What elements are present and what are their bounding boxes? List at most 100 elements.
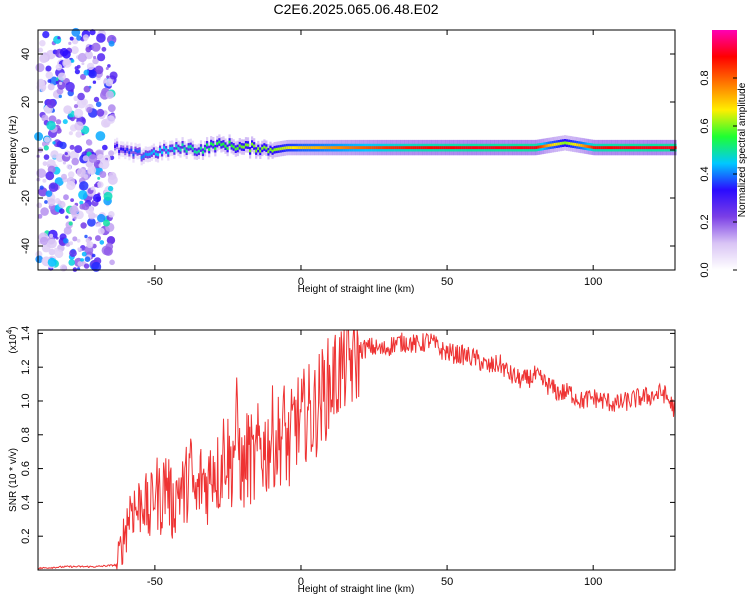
ridge-core [156, 153, 160, 157]
ridge-core [666, 146, 669, 150]
noise-cell [72, 236, 78, 242]
ridge-core [146, 153, 149, 157]
noise-cell [63, 194, 69, 201]
ridge-core [420, 146, 423, 150]
noise-cell [42, 161, 48, 167]
noise-cell [34, 132, 44, 141]
noise-cell [70, 46, 79, 55]
noise-cell [47, 79, 52, 83]
ridge-core [390, 146, 393, 150]
ridge-core [594, 146, 597, 150]
ridge-core [656, 146, 659, 150]
noise-cell [48, 248, 56, 256]
colorbar-tick-label: 0.0 [699, 262, 711, 277]
noise-cell [80, 73, 86, 80]
colorbar-tick-label: 0.6 [699, 118, 711, 133]
ridge-core [527, 146, 530, 150]
noise-cell [85, 50, 93, 58]
snr-xlabel: Height of straight line (km) [298, 584, 415, 595]
snr-ytick-label: 1.0 [20, 393, 32, 408]
ridge-core [214, 147, 217, 151]
ridge-core [294, 146, 297, 150]
ridge-core [576, 143, 579, 147]
ridge-core [568, 142, 571, 145]
noise-cell [97, 154, 105, 162]
ridge-core [412, 146, 415, 150]
colorbar: 0.0 0.2 0.4 0.6 0.8 Normalized spectral ampl… [699, 30, 748, 278]
noise-cell [46, 159, 56, 169]
ridge-core [326, 146, 329, 150]
noise-cell [75, 131, 82, 138]
ridge-core [500, 146, 503, 150]
noise-cell [64, 152, 68, 156]
spectrogram-ytick-label: -20 [20, 190, 32, 206]
noise-cell [47, 257, 57, 267]
ridge-core [463, 146, 466, 150]
noise-cell [39, 40, 46, 47]
noise-cell [91, 253, 96, 258]
ridge-core [400, 146, 403, 150]
ridge-core [136, 150, 139, 154]
ridge-core [551, 143, 554, 147]
snr-ytick-label: 0.2 [20, 529, 32, 544]
snr-ytick-label: 0.8 [20, 427, 32, 442]
ridge-core [359, 146, 362, 150]
ridge-core [584, 144, 587, 148]
noise-cell [107, 64, 111, 68]
ridge-core [367, 146, 370, 150]
snr-ytick-label: 0.4 [20, 495, 32, 510]
noise-cell [55, 63, 63, 71]
ridge-core [465, 146, 468, 150]
ridge-core [183, 147, 186, 151]
ridge-core [120, 147, 123, 151]
noise-cell [83, 37, 88, 42]
ridge-core [402, 146, 405, 150]
ridge-core [277, 147, 280, 151]
ridge-core [553, 143, 556, 146]
noise-cell [69, 144, 75, 150]
noise-cell [39, 236, 49, 246]
noise-cell [105, 67, 109, 70]
noise-cell [86, 242, 91, 247]
ridge-core [604, 146, 608, 150]
ridge-core [289, 146, 293, 150]
noise-cell [102, 144, 108, 151]
ridge-core [658, 146, 661, 150]
noise-cell [88, 69, 97, 79]
ridge-core [318, 146, 321, 150]
ridge-core [451, 146, 454, 150]
snr-xtick-label: 100 [584, 576, 602, 588]
noise-cell [105, 78, 113, 87]
ridge-core [431, 146, 434, 150]
spectrogram-ytick-label: -40 [20, 238, 32, 254]
ridge-core [355, 146, 358, 150]
ridge-core [572, 142, 575, 146]
ridge-core [639, 146, 642, 150]
ridge-core [590, 145, 593, 149]
ridge-core [455, 146, 458, 150]
ridge-core [353, 146, 356, 150]
ridge-core [161, 151, 164, 155]
noise-cell [59, 141, 67, 150]
ridge-core [498, 146, 501, 150]
ridge-core [130, 148, 133, 152]
spectrogram-ylabel: Frequency (Hz) [8, 116, 19, 185]
ridge-core [126, 147, 129, 151]
noise-cell [85, 238, 91, 244]
noise-cell [54, 247, 59, 252]
ridge-core [474, 146, 477, 150]
ridge-core [181, 143, 184, 147]
noise-cell [43, 136, 51, 143]
snr-ylabel: SNR (10 * v/v) [8, 448, 19, 512]
snr-scale-label: (x104) [5, 326, 19, 353]
ridge-core [343, 146, 346, 150]
noise-cell [81, 251, 87, 257]
noise-cell [82, 155, 89, 162]
ridge-core [424, 146, 428, 150]
ridge-core [384, 146, 387, 150]
ridge-core [316, 146, 319, 150]
noise-cell [97, 214, 106, 223]
noise-cell [54, 198, 61, 204]
ridge-core [521, 146, 524, 150]
ridge-core [244, 143, 248, 147]
